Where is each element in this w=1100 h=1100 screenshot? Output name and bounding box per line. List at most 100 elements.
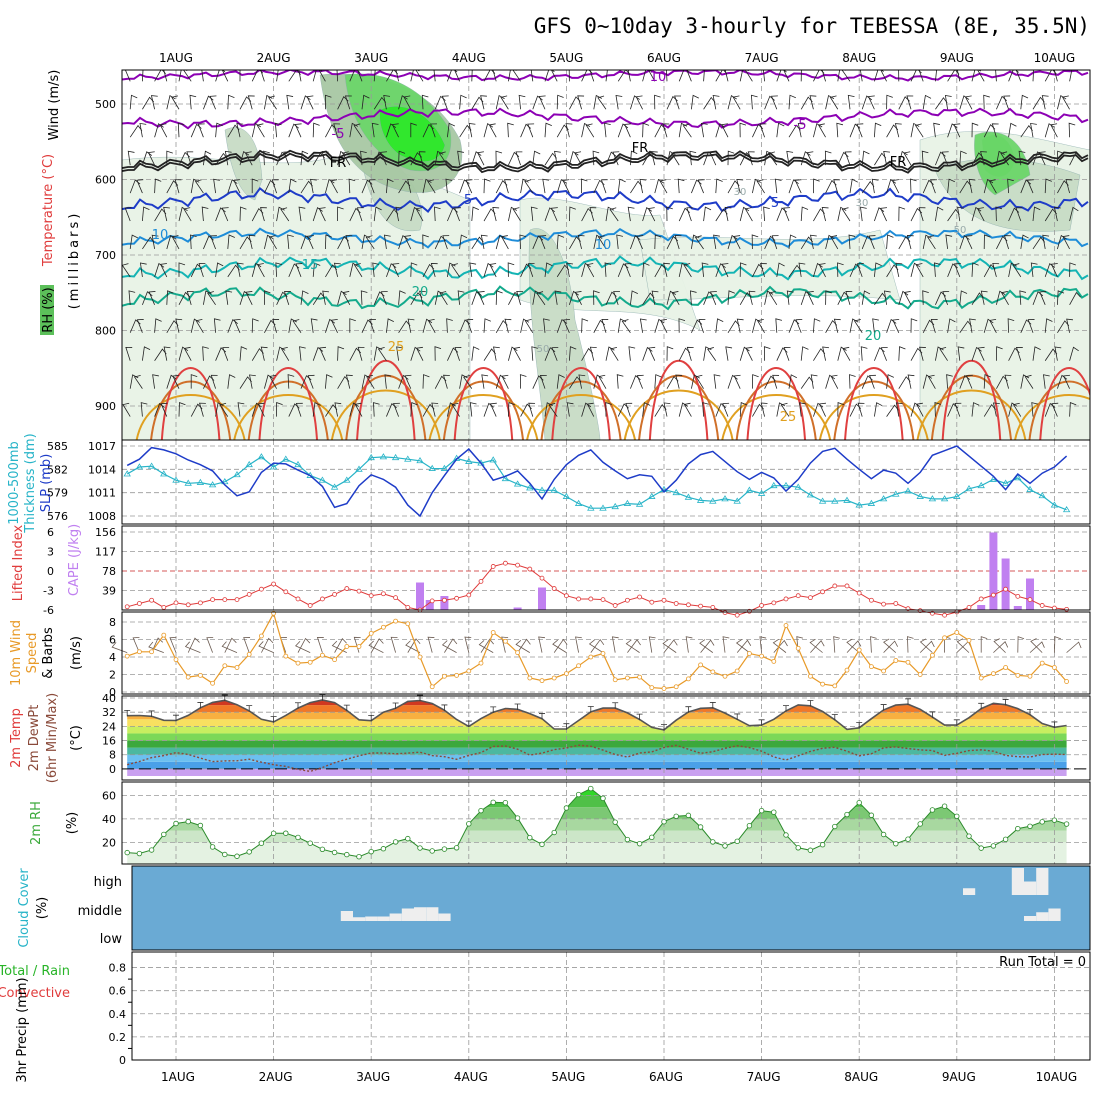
y-tick-label: 579 [47,487,68,500]
wind-barb [263,150,270,166]
wind-barb [257,402,265,417]
wind-barb [818,263,826,278]
wind-barb [751,234,759,249]
wind-barb [310,318,318,333]
wind-barb [532,95,543,110]
lifted-index-marker [161,605,167,610]
wind-barb [151,234,159,250]
wind-barb [239,206,247,222]
wind-barb [154,318,162,333]
wind-barb [971,206,982,222]
surface-wind-barb [187,637,200,653]
wind-barb [604,262,612,277]
surface-wind-barb [907,636,914,653]
wind-barb [891,179,900,194]
wind-barb [122,402,131,417]
cape-panel: 6 3 0 -3 -6 39 78 117 156 Lifted Index CAPE (J/kg) [11,524,1091,618]
wind-barb [581,262,591,278]
wind-barb [1053,206,1061,222]
wind-barb [276,70,285,82]
wind-barb [337,346,345,361]
wind-speed-marker [124,653,130,659]
thickness-marker [1062,506,1071,513]
wind-barb [264,374,274,389]
wind-barb [786,150,794,166]
lifted-index-marker [881,601,886,607]
wind-barb [674,95,681,110]
wind-speed-marker [417,654,423,660]
wind-barb [264,234,274,250]
isotherm-line [122,152,1089,174]
wind-barb [1020,94,1029,110]
wind-barb [574,291,582,306]
surface-wind-barb [772,638,787,653]
wind-barb [829,95,839,110]
wind-barb [715,123,726,138]
wind-barb [469,262,477,277]
wind-barb [239,290,250,305]
wind-barb [480,95,487,110]
wind-barb [287,374,295,389]
wind-barb [995,206,1003,222]
wind-barb [849,374,856,389]
wind-barb [774,178,782,194]
surface-wind-barb [221,641,238,653]
cloud-level-label: low [100,932,123,947]
wind-barb [770,95,778,110]
wind-barb [601,318,609,333]
rh-marker [222,851,228,858]
wind-barb [683,402,692,417]
wind-barb [1008,122,1017,138]
surface-wind-barb [662,639,677,653]
wind-barb [954,402,962,417]
wind-barb [236,123,244,138]
wind-barb [398,234,409,250]
rh-marker [319,846,326,853]
cloud-cell [1011,868,1024,895]
minmax-bar [685,706,692,713]
wind-barb [898,236,911,250]
run-total-label: Run Total = 0 [999,955,1086,970]
wind-barb [1050,123,1058,138]
wind-barb [443,374,450,389]
wind-barb [859,70,867,82]
wind-barb [709,291,717,305]
wind-barb [768,151,778,166]
lifted-index-marker [1039,603,1045,608]
wind-barb [677,178,685,194]
wind-barb [221,70,229,82]
wind-barb [922,94,932,110]
wind-speed-marker [197,672,203,678]
wind-barb [477,291,485,305]
wind-barb [434,290,444,305]
minmax-bar [734,713,741,720]
lifted-index-marker [783,596,789,602]
rh-marker [136,850,143,857]
y-tick-label: 39 [102,585,116,598]
wind-barb [1000,151,1009,166]
wind-barb [857,402,865,417]
wind-barb [1069,346,1079,361]
wind-speed-marker [771,658,777,664]
rh-shade-area [528,228,601,440]
lifted-index-marker [527,566,533,572]
minmax-bar [587,706,594,713]
wind-barb [666,150,676,166]
wind-barb [227,234,235,249]
wind-barb [725,346,733,361]
wind-barb [200,70,208,82]
rh-contour-label: 50 [537,344,550,355]
wind-barb [957,206,964,222]
surface-wind-barb [1017,636,1025,653]
wind-barb [501,374,509,389]
y-tick-label: 156 [95,526,116,539]
wind-barb [142,96,155,110]
dewpoint-line [127,744,1067,773]
wind-speed-marker [942,635,947,641]
wind-barb [348,178,356,194]
thickness-marker [721,495,729,502]
wind-barb [233,179,241,194]
wind-barb [683,263,692,278]
wind-barb [466,319,474,333]
wind-barb [886,94,893,110]
